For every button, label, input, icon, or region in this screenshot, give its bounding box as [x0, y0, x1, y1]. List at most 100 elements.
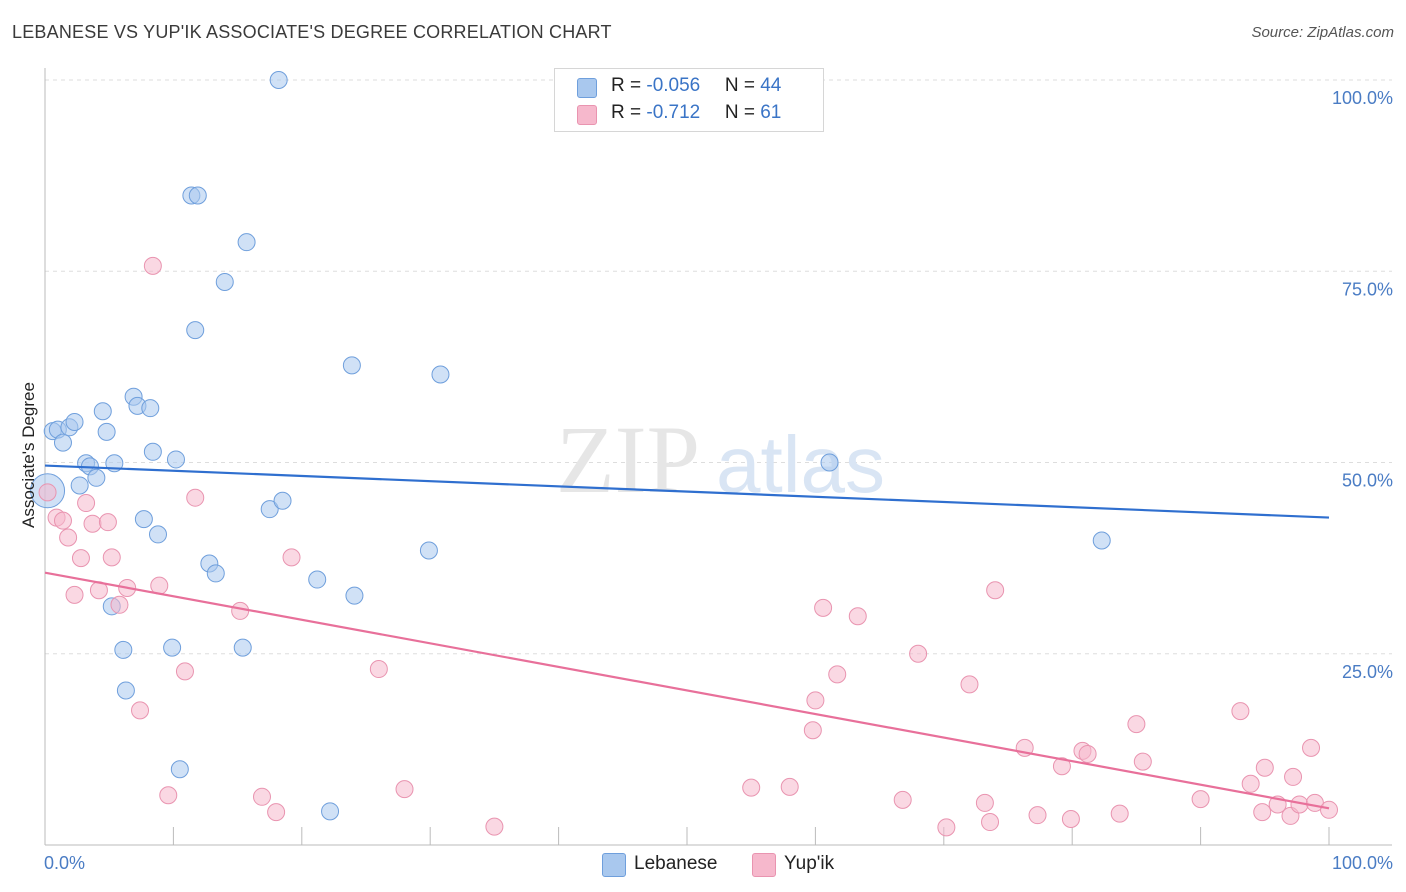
n-value: 61 — [760, 102, 782, 123]
yupik-point — [252, 787, 271, 806]
yupik-point — [1052, 757, 1071, 776]
yupik-point — [282, 548, 301, 567]
yupik-point — [937, 818, 956, 837]
r-label: R = — [611, 75, 647, 96]
yupik-point — [267, 803, 286, 822]
yupik-point — [38, 483, 57, 502]
yupik-point — [65, 585, 84, 604]
yupik-point — [1255, 758, 1274, 777]
legend-swatch-yupik — [577, 105, 597, 125]
lebanese-point — [273, 491, 292, 510]
lebanese-point — [170, 760, 189, 779]
lebanese-point — [188, 186, 207, 205]
yupik-point — [53, 511, 72, 530]
legend-label-yupik: Yup'ik — [784, 853, 835, 874]
source-label: Source: ZipAtlas.com — [1251, 24, 1394, 41]
yupik-point — [960, 675, 979, 694]
lebanese-point — [163, 638, 182, 657]
yupik-trend-line — [44, 571, 1330, 810]
yupik-point — [369, 660, 388, 679]
yupik-point — [59, 528, 78, 547]
lebanese-point — [143, 442, 162, 461]
yupik-point — [1133, 752, 1152, 771]
tick-labels: 25.0% 50.0% 75.0% 100.0% 0.0% 100.0% — [44, 88, 1393, 873]
r-label: R = — [611, 102, 647, 123]
yupik-point — [806, 691, 825, 710]
correlation-legend: R = -0.056 N = 44 R = -0.712 N = 61 — [554, 68, 824, 132]
lebanese-point — [431, 365, 450, 384]
lebanese-point — [342, 356, 361, 375]
yupik-point — [102, 548, 121, 567]
data-points — [30, 71, 1338, 837]
yupik-point — [1110, 804, 1129, 823]
lebanese-point — [237, 233, 256, 252]
lebanese-point — [134, 510, 153, 529]
yupik-point — [909, 644, 928, 663]
y-tick-label: 100.0% — [1332, 88, 1393, 108]
lebanese-point — [93, 402, 112, 421]
yupik-point — [175, 662, 194, 681]
lebanese-point — [233, 638, 252, 657]
yupik-point — [1028, 806, 1047, 825]
yupik-point — [1241, 774, 1260, 793]
yupik-point — [1231, 702, 1250, 721]
lebanese-point — [308, 570, 327, 589]
yupik-point — [71, 549, 90, 568]
yupik-point — [803, 721, 822, 740]
yupik-point — [98, 513, 117, 532]
yupik-point — [485, 817, 504, 836]
yupik-point — [780, 777, 799, 796]
lebanese-point — [321, 802, 340, 821]
legend-swatch-yupik — [752, 853, 776, 877]
yupik-point — [231, 601, 250, 620]
watermark-zip: ZIP — [556, 406, 700, 513]
yupik-point — [395, 780, 414, 799]
yupik-point — [1061, 809, 1080, 828]
yupik-point — [814, 598, 833, 617]
lebanese-trend-line — [44, 464, 1330, 519]
lebanese-point — [53, 433, 72, 452]
y-tick-label: 50.0% — [1342, 471, 1393, 491]
yupik-point — [828, 665, 847, 684]
grid-lines — [45, 79, 1392, 655]
lebanese-point — [141, 399, 160, 418]
yupik-point — [1302, 738, 1321, 757]
yupik-point — [1078, 744, 1097, 763]
y-axis-label: Associate's Degree — [19, 382, 38, 528]
lebanese-point — [206, 564, 225, 583]
yupik-point — [1191, 790, 1210, 809]
yupik-point — [742, 778, 761, 797]
x-tick-label-min: 0.0% — [44, 853, 85, 873]
yupik-point — [83, 514, 102, 533]
x-tick-label-max: 100.0% — [1332, 853, 1393, 873]
yupik-point — [986, 581, 1005, 600]
lebanese-point — [65, 412, 84, 431]
yupik-point — [1253, 803, 1272, 822]
y-tick-label: 75.0% — [1342, 279, 1393, 299]
lebanese-point — [166, 450, 185, 469]
lebanese-point — [1092, 531, 1111, 550]
yupik-point — [975, 793, 994, 812]
legend-label-lebanese: Lebanese — [634, 853, 718, 874]
lebanese-point — [269, 71, 288, 89]
n-value: 44 — [760, 75, 782, 96]
yupik-point — [159, 786, 178, 805]
lebanese-point — [215, 272, 234, 291]
chart-title: LEBANESE VS YUP'IK ASSOCIATE'S DEGREE CO… — [12, 22, 612, 42]
lebanese-point — [345, 586, 364, 605]
lebanese-point — [116, 681, 135, 700]
lebanese-point — [97, 422, 116, 441]
yupik-point — [1127, 715, 1146, 734]
lebanese-point — [87, 468, 106, 487]
lebanese-point — [114, 640, 133, 659]
lebanese-point — [260, 500, 279, 519]
yupik-point — [77, 494, 96, 513]
yupik-point — [143, 256, 162, 275]
lebanese-point — [186, 321, 205, 340]
yupik-point — [981, 813, 1000, 832]
yupik-point — [893, 790, 912, 809]
yupik-point — [1284, 767, 1303, 786]
yupik-point — [186, 488, 205, 507]
series-legend: Lebanese Yup'ik — [0, 852, 1406, 878]
